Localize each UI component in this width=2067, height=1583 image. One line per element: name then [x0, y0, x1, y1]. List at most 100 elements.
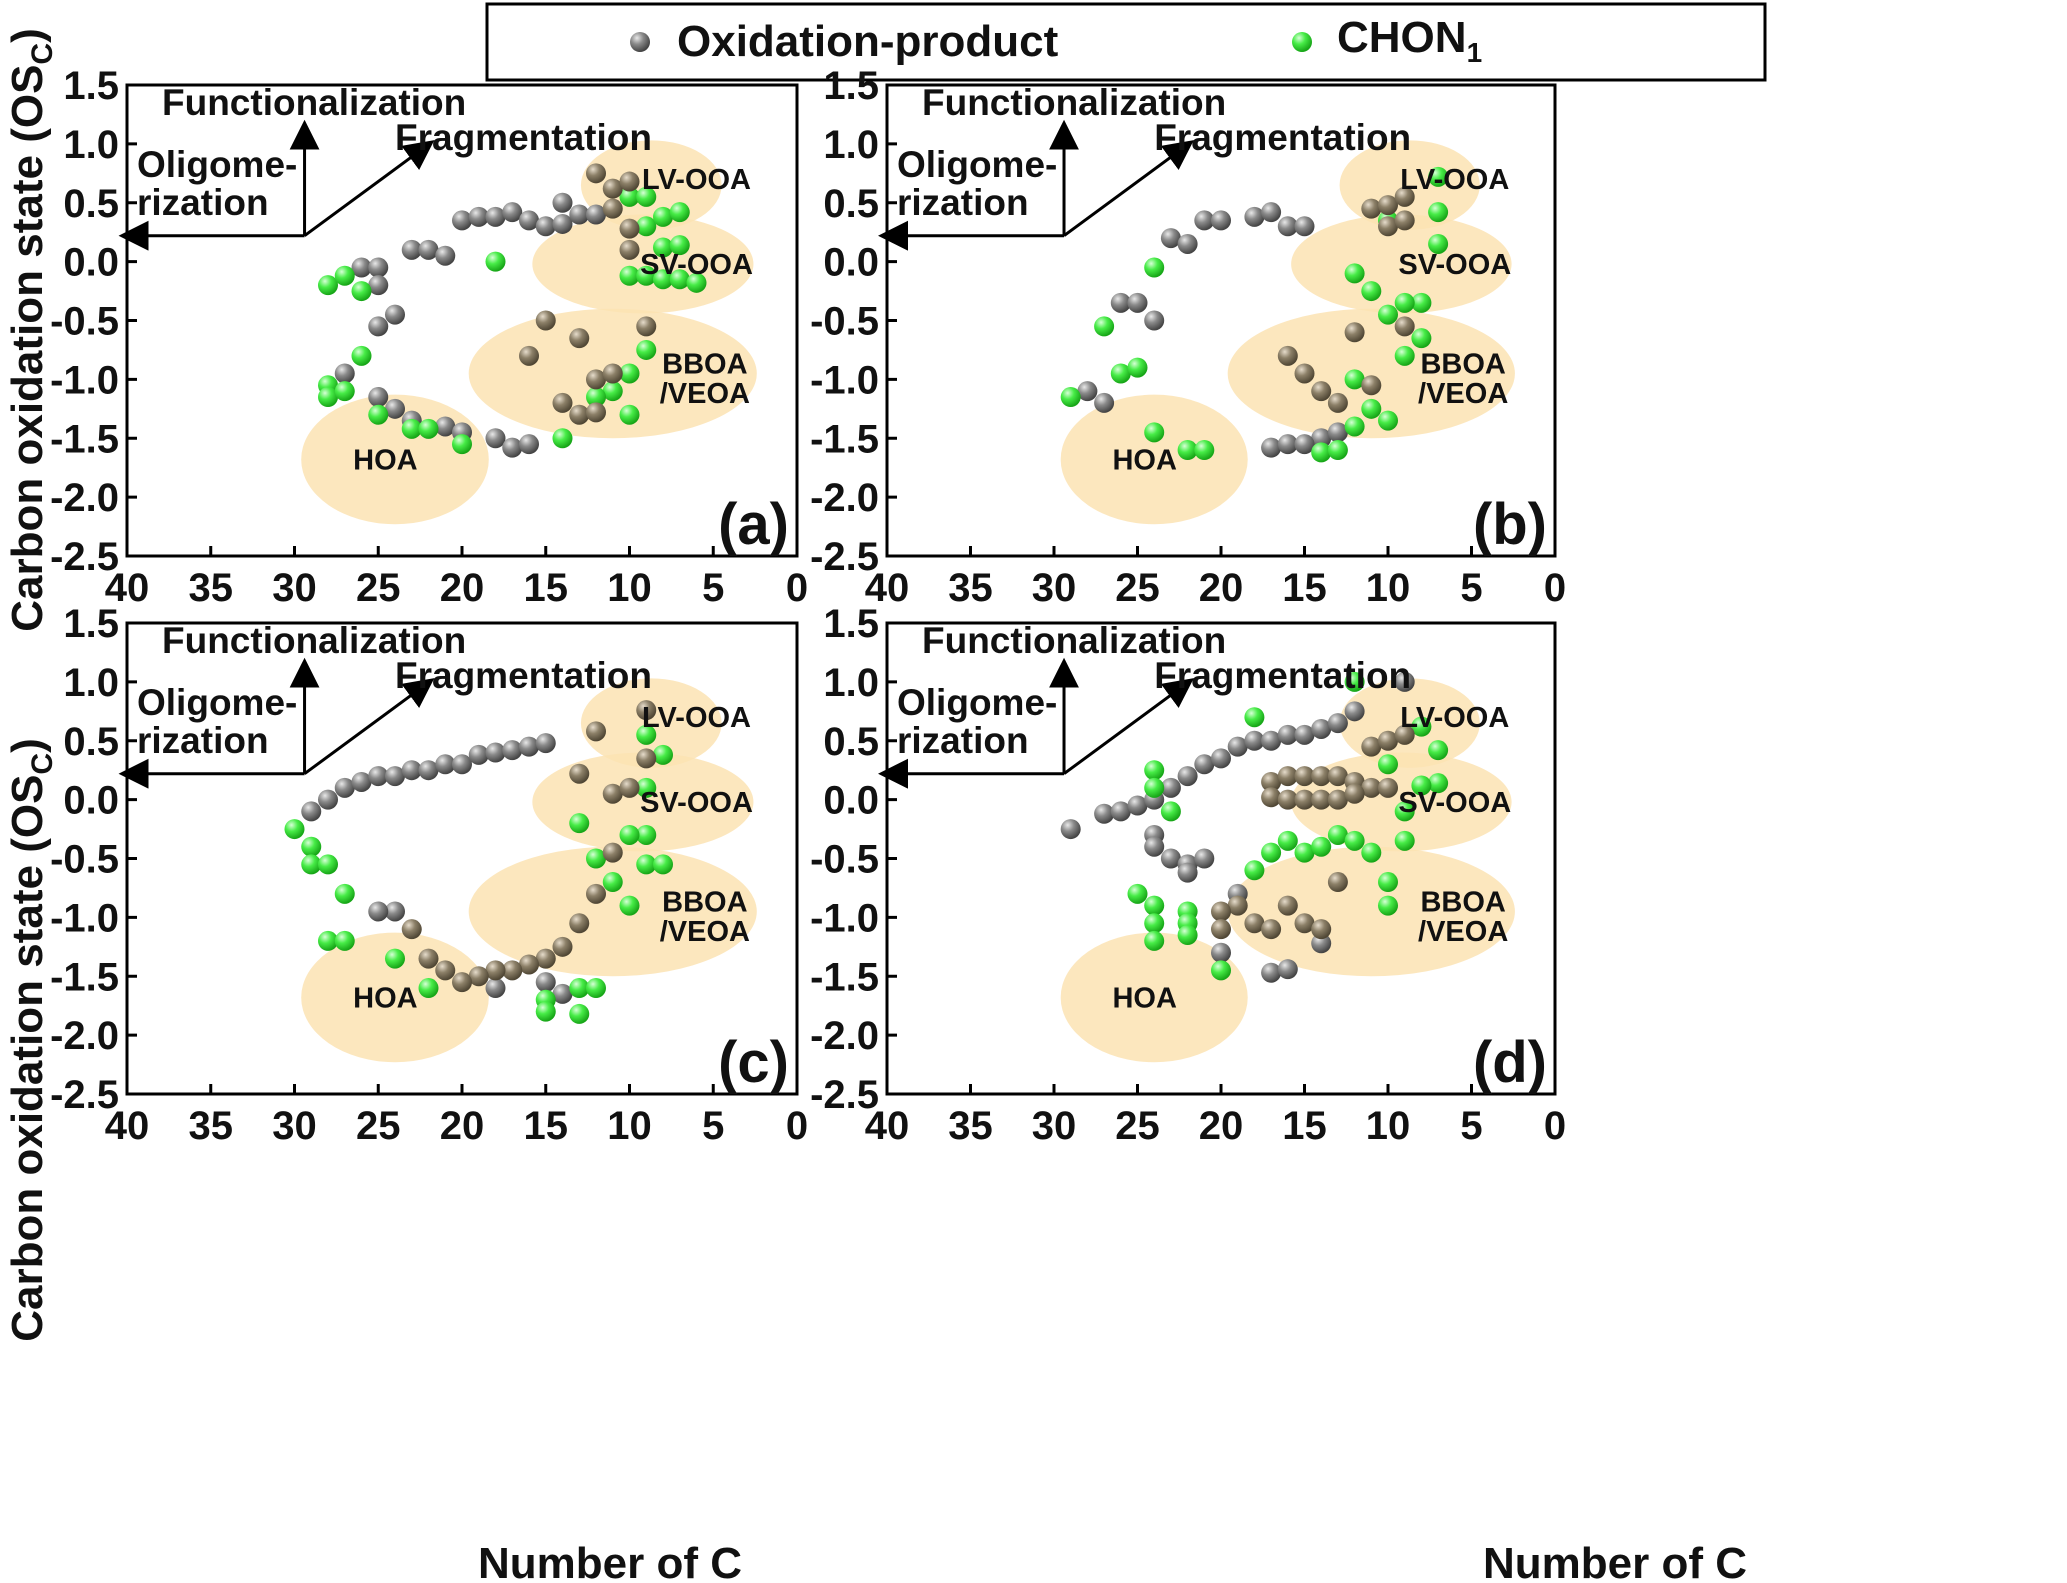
- data-point: [1211, 960, 1231, 981]
- data-point: [1344, 830, 1365, 851]
- data-point: [1327, 713, 1348, 734]
- x-tick-label: 10: [607, 1104, 652, 1148]
- hoa-label: HOA: [1112, 444, 1177, 476]
- data-point: [1394, 292, 1415, 313]
- data-point: [1110, 801, 1131, 822]
- data-point: [1327, 789, 1348, 810]
- y-tick-label: 0.0: [63, 241, 119, 285]
- data-point: [519, 736, 539, 757]
- data-point: [569, 328, 590, 349]
- data-point: [1211, 919, 1231, 940]
- data-point: [1277, 959, 1298, 980]
- x-tick-label: 15: [1282, 1104, 1327, 1148]
- x-tick-label: 30: [1032, 566, 1077, 610]
- data-point: [334, 381, 355, 402]
- data-point: [1428, 740, 1449, 761]
- data-point: [1194, 440, 1215, 461]
- y-tick-label: -2.5: [50, 1073, 119, 1117]
- x-tick-label: 5: [1460, 1104, 1482, 1148]
- data-point: [1294, 842, 1315, 863]
- series-oxidation-product: [334, 192, 606, 458]
- fragmentation-label: Fragmentation: [1154, 117, 1411, 158]
- region-bb: [1227, 308, 1515, 439]
- data-point: [1060, 819, 1081, 840]
- data-point: [619, 186, 640, 207]
- data-point: [586, 883, 606, 904]
- data-point: [401, 239, 422, 260]
- data-point: [1378, 895, 1398, 916]
- data-point: [636, 216, 657, 237]
- data-point: [1194, 754, 1215, 775]
- lv-ooa-label: LV-OOA: [642, 702, 751, 734]
- x-tick-label: 30: [272, 1104, 317, 1148]
- data-point: [1311, 933, 1332, 954]
- x-tick-label: 5: [702, 566, 724, 610]
- oligomerization-label-1: Oligome-: [137, 144, 297, 185]
- region-sv: [1291, 214, 1512, 314]
- data-point: [1144, 257, 1165, 278]
- functionalization-label: Functionalization: [162, 82, 466, 123]
- x-tick-label: 5: [702, 1104, 724, 1148]
- series-oxidation-product: [1060, 671, 1415, 983]
- data-point: [1094, 803, 1115, 824]
- y-tick-label: 0.0: [823, 779, 879, 823]
- data-point: [1327, 440, 1348, 461]
- data-point: [1294, 913, 1315, 934]
- y-tick-label: 1.5: [823, 64, 879, 108]
- oligomerization-label-1: Oligome-: [897, 682, 1057, 723]
- data-point: [1294, 434, 1315, 455]
- panel-b: 40 35 30 25 20 15 10 5 0 1.5 1.0 0.5 0.0 -0.5 -1.0 -1.5…: [810, 64, 1566, 610]
- y-tick-label: 1.0: [63, 123, 119, 167]
- data-point: [1428, 773, 1449, 794]
- fragmentation-arrow: [303, 678, 435, 775]
- data-point: [519, 954, 539, 975]
- data-point: [1411, 292, 1432, 313]
- data-point: [1160, 848, 1181, 869]
- data-point: [552, 936, 573, 957]
- data-point: [1411, 328, 1432, 349]
- data-point: [569, 813, 590, 834]
- data-point: [1194, 210, 1215, 231]
- data-point: [636, 824, 657, 845]
- data-point: [1394, 345, 1415, 366]
- data-point: [1144, 930, 1165, 951]
- x-tick-label: 40: [865, 566, 910, 610]
- data-point: [1378, 195, 1398, 216]
- data-point: [1311, 428, 1332, 449]
- series-chon1: [1127, 671, 1449, 981]
- y-tick-label: -1.5: [50, 955, 119, 999]
- data-point: [636, 339, 657, 360]
- data-point: [418, 418, 439, 439]
- series-oxidation-product: [1077, 202, 1348, 458]
- data-point: [1327, 422, 1348, 443]
- sv-ooa-label: SV-OOA: [1398, 249, 1511, 281]
- bboa-label: BBOA: [1420, 348, 1505, 380]
- data-point: [535, 310, 556, 331]
- data-point: [1261, 437, 1282, 458]
- y-tick-label: 1.5: [823, 602, 879, 646]
- region-hoa: [1060, 932, 1248, 1063]
- region-hoa: [1060, 394, 1248, 525]
- data-point: [586, 721, 606, 742]
- oligomerization-label-2: rization: [137, 720, 269, 761]
- x-tick-label: 10: [1366, 566, 1411, 610]
- y-tick-label: 0.5: [823, 182, 879, 226]
- data-point: [1110, 363, 1131, 384]
- veoa-label: /VEOA: [1418, 378, 1508, 410]
- data-point: [519, 434, 539, 455]
- x-tick-label: 35: [189, 566, 234, 610]
- data-point: [653, 854, 673, 875]
- data-point: [1311, 381, 1332, 402]
- series-chon1: [1060, 166, 1449, 463]
- data-point: [1160, 777, 1181, 798]
- y-tick-label: 1.5: [63, 64, 119, 108]
- series-chon1: [284, 724, 673, 1024]
- data-point: [602, 363, 623, 384]
- data-point: [636, 186, 657, 207]
- data-point: [1311, 789, 1332, 810]
- x-tick-label: 25: [356, 1104, 401, 1148]
- data-point: [1227, 895, 1248, 916]
- data-point: [602, 872, 623, 893]
- data-point: [485, 428, 506, 449]
- data-point: [1361, 736, 1382, 757]
